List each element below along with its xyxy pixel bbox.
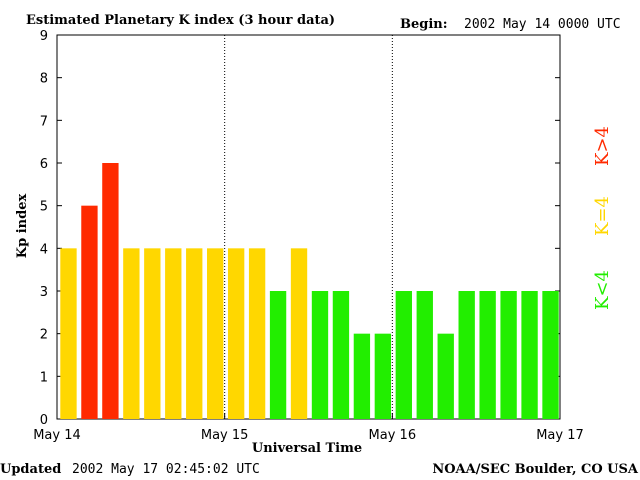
x-tick-label: May 16: [369, 428, 417, 443]
legend-item: K<4: [592, 270, 613, 310]
kp-bar: [374, 333, 392, 419]
y-tick-label: 4: [40, 242, 48, 257]
kp-bar: [144, 248, 161, 419]
begin-value: 2002 May 14 0000 UTC: [464, 17, 621, 32]
legend-item: K=4: [592, 196, 613, 236]
y-tick-labels: 0 1 2 3 4 5 6 7 8 9: [40, 29, 48, 428]
y-tick-label: 3: [40, 285, 48, 300]
kp-bar: [479, 291, 496, 419]
y-tick-label: 5: [40, 200, 48, 215]
x-tick-label: May 17: [536, 428, 584, 443]
x-axis-label: Universal Time: [252, 441, 362, 456]
chart-title: Estimated Planetary K index (3 hour data…: [26, 13, 335, 28]
y-tick-label: 8: [40, 72, 48, 87]
kp-bar: [248, 248, 266, 419]
x-tick-label: May 14: [33, 428, 81, 443]
kp-bar: [290, 248, 308, 419]
x-tick-labels: May 14 May 15 May 16 May 17: [33, 428, 584, 443]
legend-item: K>4: [592, 126, 613, 166]
kp-bar: [395, 291, 412, 419]
kp-bar: [207, 248, 224, 419]
x-tick-label: May 15: [201, 428, 249, 443]
kp-bar: [102, 163, 119, 419]
kp-bar: [500, 291, 517, 419]
kp-bar: [353, 333, 371, 419]
updated-value: 2002 May 17 02:45:02 UTC: [72, 462, 260, 477]
begin-label: Begin:: [400, 17, 448, 32]
kp-bar: [332, 291, 350, 419]
y-tick-label: 7: [40, 114, 48, 129]
source-credit: NOAA/SEC Boulder, CO USA: [432, 462, 639, 477]
kp-bar: [81, 205, 98, 419]
kp-bar: [165, 248, 182, 419]
kp-bar: [458, 291, 475, 419]
kp-bar: [123, 248, 140, 419]
legend: K<4 K=4 K>4: [592, 126, 613, 310]
kp-bar: [416, 291, 433, 419]
kp-bar: [269, 291, 287, 419]
kp-bar: [227, 248, 245, 419]
plot-frame: [56, 34, 561, 420]
kp-bar: [60, 248, 77, 419]
bars: [60, 163, 559, 419]
updated-label: Updated: [0, 462, 61, 477]
y-tick-label: 2: [40, 328, 48, 343]
kp-bar: [311, 291, 329, 419]
y-tick-label: 9: [40, 29, 48, 44]
y-axis-label: Kp index: [15, 194, 30, 259]
plot-area: [56, 34, 561, 420]
kp-bar: [521, 291, 538, 419]
y-tick-label: 1: [40, 370, 48, 385]
y-tick-label: 0: [40, 413, 48, 428]
kp-bar: [186, 248, 203, 419]
kp-bar: [437, 333, 454, 419]
y-tick-label: 6: [40, 157, 48, 172]
kp-bar: [542, 291, 559, 419]
